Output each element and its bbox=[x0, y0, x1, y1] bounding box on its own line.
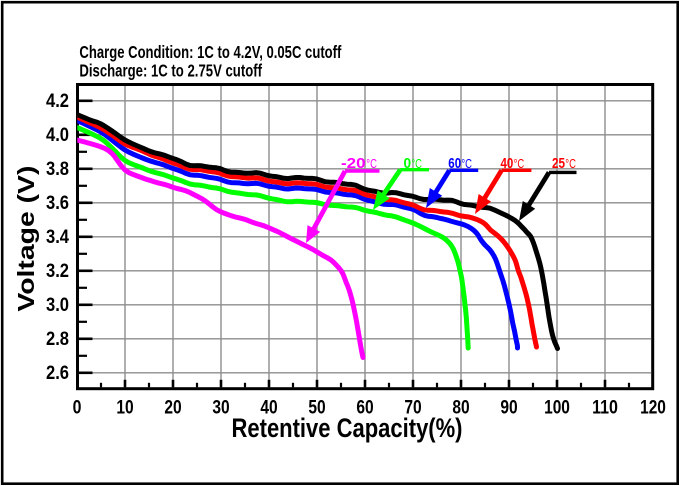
svg-text:4.2: 4.2 bbox=[46, 90, 69, 112]
svg-text:2.8: 2.8 bbox=[46, 328, 69, 350]
svg-text:°C: °C bbox=[514, 156, 525, 171]
svg-text:Retentive Capacity(%): Retentive Capacity(%) bbox=[232, 413, 463, 443]
svg-text:80: 80 bbox=[452, 397, 469, 419]
svg-text:3.0: 3.0 bbox=[46, 294, 69, 316]
svg-text:100: 100 bbox=[544, 397, 570, 419]
svg-text:Voltage (V): Voltage (V) bbox=[13, 166, 39, 312]
svg-text:90: 90 bbox=[500, 397, 517, 419]
svg-text:70: 70 bbox=[404, 397, 421, 419]
svg-text:°C: °C bbox=[565, 156, 576, 171]
svg-text:3.2: 3.2 bbox=[46, 260, 69, 282]
svg-text:0: 0 bbox=[73, 397, 82, 419]
svg-text:10: 10 bbox=[116, 397, 133, 419]
svg-text:Discharge: 1C to 2.75V cutoff: Discharge: 1C to 2.75V cutoff bbox=[79, 61, 262, 81]
svg-text:120: 120 bbox=[640, 397, 666, 419]
svg-text:4.0: 4.0 bbox=[46, 124, 69, 146]
svg-text:60: 60 bbox=[356, 397, 373, 419]
svg-text:°C: °C bbox=[366, 156, 377, 171]
svg-text:Charge Condition: 1C to 4.2V,: Charge Condition: 1C to 4.2V, 0.05C cuto… bbox=[79, 42, 341, 62]
svg-text:50: 50 bbox=[308, 397, 325, 419]
svg-text:3.4: 3.4 bbox=[46, 226, 69, 248]
svg-text:40: 40 bbox=[501, 155, 514, 172]
svg-text:-20: -20 bbox=[341, 155, 366, 172]
svg-text:25: 25 bbox=[552, 155, 565, 172]
svg-text:30: 30 bbox=[212, 397, 229, 419]
svg-text:60: 60 bbox=[448, 155, 461, 172]
svg-text:°C: °C bbox=[411, 156, 422, 171]
svg-text:110: 110 bbox=[592, 397, 618, 419]
svg-text:2.6: 2.6 bbox=[46, 362, 69, 384]
svg-text:°C: °C bbox=[461, 156, 472, 171]
svg-text:40: 40 bbox=[260, 397, 277, 419]
svg-text:0: 0 bbox=[404, 155, 412, 172]
svg-text:3.8: 3.8 bbox=[46, 158, 69, 180]
svg-text:20: 20 bbox=[164, 397, 181, 419]
svg-text:3.6: 3.6 bbox=[46, 192, 69, 214]
